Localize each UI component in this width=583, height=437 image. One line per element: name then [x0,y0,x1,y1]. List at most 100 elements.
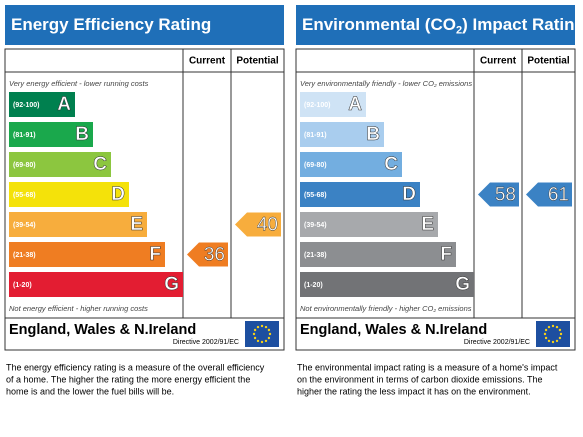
column-header: Current [480,56,517,67]
title-bar [5,5,284,45]
band-letter: D [402,184,416,205]
band-range: (39-54) [13,222,36,229]
description: The environmental impact rating is a mea… [297,362,558,372]
frame [4,48,285,351]
eu-star [264,325,268,329]
top-note-part: Very energy efficient - lower running co… [9,79,149,88]
region: England, Wales & N.Ireland [300,322,487,338]
eu-star [551,340,555,344]
band-letter: G [164,274,179,295]
eu-star [252,332,256,336]
eu-star [268,332,272,336]
band-letter: C [93,154,107,175]
band-letter: A [57,94,71,115]
eu-star [544,328,548,332]
eu-star [253,328,257,332]
eu-star [547,339,551,343]
column-header: Current [189,56,226,67]
top-note: Very environmentally friendly - lower CO… [300,79,472,89]
band-letter: E [130,214,143,235]
eu-star [555,339,559,343]
eu-star [551,324,555,328]
description: higher the rating the less impact it has… [297,386,531,396]
top-note-part: emissions [437,79,473,88]
band-letter: B [366,124,380,145]
eu-star [267,336,271,340]
rating-arrow [526,182,572,207]
rating-arrow [478,182,519,207]
rating-band [9,92,75,117]
eu-star [558,336,562,340]
description: on the environment in terms of carbon di… [297,374,542,384]
rating-band [300,242,456,267]
rating-band [9,122,93,147]
band-letter: D [111,184,125,205]
panel-title-part: ) Impact Rating [462,15,583,34]
rating-band [300,152,402,177]
rating-arrow [187,242,228,267]
band-letter: A [348,94,362,115]
rating-band [9,272,183,297]
rating-band [9,242,165,267]
band-range: (21-38) [13,252,36,259]
band-letter: F [440,244,452,265]
panel-title: Energy Efficiency Rating [11,15,211,34]
band-range: (1-20) [13,282,32,289]
rating-band [9,182,129,207]
description: The energy efficiency rating is a measur… [6,362,265,372]
bottom-note-part: Not environmentally friendly - higher CO [300,304,434,313]
band-range: (39-54) [304,222,327,229]
band-range: (69-80) [304,162,327,169]
top-note: Very energy efficient - lower running co… [9,79,149,88]
eu-star [256,325,260,329]
band-range: (1-20) [304,282,323,289]
bottom-note: Not energy efficient - higher running co… [9,304,148,313]
panel-title-part: Environmental (CO [302,15,456,34]
eu-star [256,339,260,343]
band-letter: F [149,244,161,265]
bottom-note-part: emissions [436,304,472,313]
eu-star [559,332,563,336]
directive: Directive 2002/91/EC [464,339,530,346]
bottom-note: Not environmentally friendly - higher CO… [300,304,472,314]
rating-band [300,272,474,297]
panel-title: Environmental (CO2) Impact Rating [302,15,583,36]
rating-arrow [235,212,281,237]
eu-star [267,328,271,332]
column-header: Potential [527,56,569,67]
bottom-note-part: 2 [432,308,436,314]
frame [295,48,576,351]
rating-band [300,212,438,237]
eu-star [260,324,264,328]
band-letter: C [384,154,398,175]
panel-title-part: 2 [456,24,462,36]
title-bar [296,5,575,45]
rating-band [9,212,147,237]
band-range: (55-68) [13,192,36,199]
band-range: (69-80) [13,162,36,169]
rating-band [300,182,420,207]
rating-value: 61 [548,185,569,206]
band-letter: B [75,124,89,145]
column-header: Potential [236,56,278,67]
top-note-part: Very environmentally friendly - lower CO [300,79,434,88]
rating-value: 58 [495,185,516,206]
eu-star [260,340,264,344]
rating-value: 36 [204,245,225,266]
band-letter: E [421,214,434,235]
rating-value: 40 [257,215,278,236]
eu-star [264,339,268,343]
band-range: (92-100) [13,102,39,109]
description: of a home. The higher the rating the mor… [6,374,250,384]
band-range: (55-68) [304,192,327,199]
directive: Directive 2002/91/EC [173,339,239,346]
rating-band [300,92,366,117]
rating-band [300,122,384,147]
eu-star [544,336,548,340]
band-range: (21-38) [304,252,327,259]
band-range: (81-91) [304,132,327,139]
rating-band [9,152,111,177]
eu-star [253,336,257,340]
band-range: (92-100) [304,102,330,109]
